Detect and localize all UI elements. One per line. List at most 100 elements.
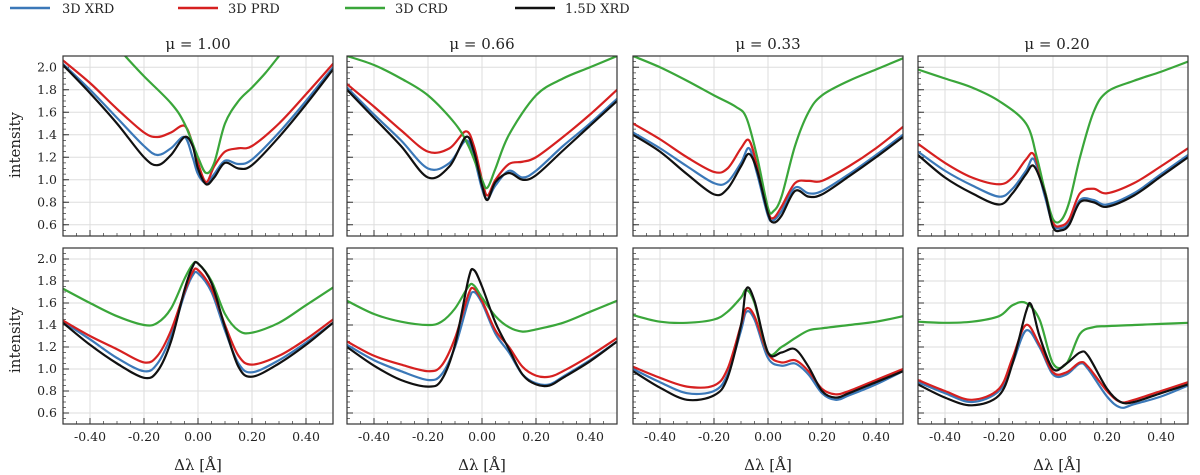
x-tick-label: -0.20	[983, 429, 1015, 444]
series-line-3d-xrd	[63, 270, 333, 374]
series-group	[918, 60, 1188, 233]
y-tick-label: 1.2	[37, 149, 57, 164]
panel-top-2	[346, 55, 618, 237]
panel-title-3: μ = 0.33	[735, 35, 800, 53]
x-tick-label: -0.20	[412, 429, 444, 444]
panel-title-1: μ = 1.00	[165, 35, 230, 53]
y-axis-label-top: intensity	[6, 111, 24, 178]
grid	[918, 248, 1188, 424]
x-axis-label-4: Δλ [Å]	[1033, 456, 1081, 474]
series-line-3d-xrd	[633, 310, 903, 401]
grid	[347, 248, 617, 424]
grid	[347, 56, 617, 236]
panels: 0.6 0.8 1.0 1.2 1.4 1.6 1.8 2.0 0.6 0.8 1.0 1.2 1.4 1…	[37, 55, 1189, 444]
y-tick-label: 1.8	[37, 82, 57, 97]
y-tick-label: 2.0	[37, 59, 57, 74]
panel-top-1: 0.6 0.8 1.0 1.2 1.4 1.6 1.8 2.0	[37, 55, 334, 237]
panel-frame	[346, 247, 618, 425]
legend-label-1-5d-xrd: 1.5D XRD	[565, 2, 630, 17]
series-line-3d-xrd	[918, 329, 1188, 409]
series-line-3d-prd	[347, 83, 617, 197]
panel-top-3	[632, 55, 904, 237]
y-axis-label-bottom: intensity	[6, 306, 24, 373]
series-line-3d-prd	[63, 267, 333, 366]
y-tick-label: 0.8	[37, 194, 57, 209]
y-tick-label: 1.4	[37, 127, 57, 142]
panel-frame	[62, 247, 334, 425]
y-tick-label: 1.2	[37, 339, 57, 354]
series-group	[63, 56, 333, 186]
x-tick-label: -0.40	[644, 429, 676, 444]
series-line-3d-crd	[124, 56, 281, 175]
panel-frame	[917, 55, 1189, 237]
y-tick-label: 2.0	[37, 251, 57, 266]
grid	[633, 248, 903, 424]
x-tick-label: 0.00	[184, 429, 212, 444]
x-tick-label: 0.20	[808, 429, 836, 444]
x-tick-label: 0.40	[576, 429, 604, 444]
legend-label-3d-crd: 3D CRD	[395, 2, 448, 17]
panel-frame	[917, 247, 1189, 425]
series-group	[918, 300, 1188, 409]
panel-bottom-1: 0.6 0.8 1.0 1.2 1.4 1.6 1.8 2.0 -0.40 -0.20 0.00 0.…	[37, 247, 334, 444]
series-line-1-5d-xrd	[347, 267, 617, 388]
legend-label-3d-prd: 3D PRD	[228, 2, 280, 17]
series-line-3d-prd	[918, 323, 1188, 404]
x-tick-label: 0.00	[1039, 429, 1067, 444]
x-axis-label-1: Δλ [Å]	[174, 456, 222, 474]
x-tick-label: -0.20	[698, 429, 730, 444]
series-line-3d-crd	[347, 282, 617, 333]
series-group	[633, 286, 903, 402]
series-group	[63, 260, 333, 380]
x-tick-label: -0.40	[74, 429, 106, 444]
series-line-3d-crd	[633, 56, 903, 215]
x-tick-label: -0.40	[358, 429, 390, 444]
panel-title-4: μ = 0.20	[1024, 35, 1089, 53]
series-line-1-5d-xrd	[63, 63, 333, 186]
series-line-3d-prd	[63, 59, 333, 184]
x-tick-label: 0.20	[1093, 429, 1121, 444]
x-axis-label-3: Δλ [Å]	[744, 456, 792, 474]
x-tick-label: 0.40	[292, 429, 320, 444]
series-group	[633, 56, 903, 224]
x-tick-label: 0.00	[468, 429, 496, 444]
panel-frame	[62, 55, 334, 237]
legend-label-3d-xrd: 3D XRD	[62, 2, 114, 17]
y-tick-label: 1.6	[37, 104, 57, 119]
grid	[63, 56, 333, 236]
series-line-1-5d-xrd	[633, 286, 903, 402]
panel-top-4	[917, 55, 1189, 237]
y-tick-label: 0.6	[37, 217, 57, 232]
series-line-3d-xrd	[63, 62, 333, 185]
x-axis-label-2: Δλ [Å]	[458, 456, 506, 474]
series-line-3d-crd	[918, 300, 1188, 370]
panel-frame	[346, 55, 618, 237]
panel-title-2: μ = 0.66	[449, 35, 514, 53]
x-tick-label: 0.20	[238, 429, 266, 444]
y-tick-label: 1.0	[37, 361, 57, 376]
series-line-3d-crd	[918, 60, 1188, 224]
series-line-1-5d-xrd	[63, 260, 333, 380]
panel-frame	[632, 247, 904, 425]
legend: 3D XRD 3D PRD 3D CRD 1.5D XRD	[10, 2, 630, 17]
series-line-1-5d-xrd	[633, 133, 903, 224]
panel-bottom-2: -0.40 -0.20 0.00 0.20 0.40	[346, 247, 618, 444]
series-line-1-5d-xrd	[918, 153, 1188, 233]
x-tick-label: 0.40	[862, 429, 890, 444]
panel-bottom-3: -0.40 -0.20 0.00 0.20 0.40	[632, 247, 904, 444]
series-line-1-5d-xrd	[918, 301, 1188, 407]
panel-bottom-4: -0.40 -0.20 0.00 0.20 0.40	[917, 247, 1189, 444]
x-tick-label: 0.40	[1147, 429, 1175, 444]
y-tick-label: 0.8	[37, 383, 57, 398]
series-line-3d-prd	[347, 286, 617, 379]
panel-frame	[632, 55, 904, 237]
series-group	[347, 56, 617, 202]
series-line-1-5d-xrd	[347, 88, 617, 202]
y-tick-label: 1.6	[37, 295, 57, 310]
series-group	[347, 267, 617, 388]
x-tick-label: -0.40	[929, 429, 961, 444]
y-tick-label: 1.0	[37, 172, 57, 187]
series-line-3d-prd	[918, 142, 1188, 228]
x-tick-label: 0.00	[754, 429, 782, 444]
